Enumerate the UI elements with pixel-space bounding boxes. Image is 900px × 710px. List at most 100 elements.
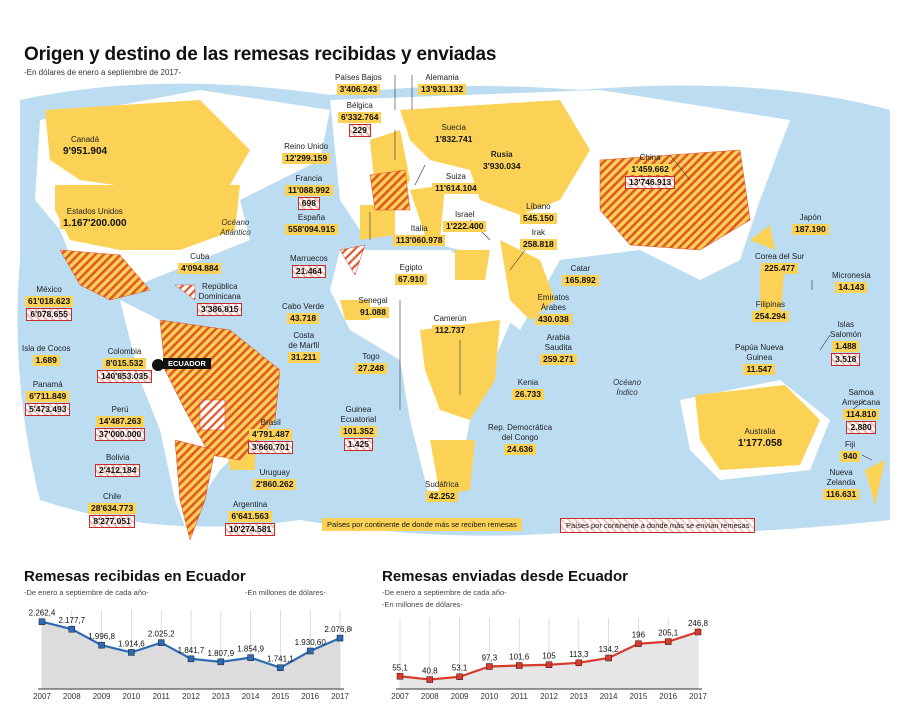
country-rusia: Rusia 3'930.034 (480, 150, 524, 172)
country-cocos: Isla de Cocos 1.689 (22, 344, 71, 366)
received-data-label: 1.841,7 (178, 646, 205, 655)
sent-tick-label: 2017 (689, 692, 707, 701)
received-point (128, 649, 135, 656)
country-emiratos: Emiratos Árabes 430.038 (535, 293, 572, 325)
sent-tick-label: 2012 (540, 692, 558, 701)
country-irak: Irak 258.818 (520, 228, 557, 250)
leader-lines (369, 75, 873, 461)
chart-received: 2.262,4 2007 2.177,7 2008 1.996,8 2009 1.914,6… (29, 609, 352, 701)
country-suiza: Suiza 11'614.104 (432, 172, 480, 194)
country-australia: Australia 1'177.058 (735, 427, 786, 449)
country-guinea: Guinea Ecuatorial 101.352 1.425 (340, 405, 377, 451)
received-point (187, 655, 195, 663)
sent-tick-label: 2015 (630, 692, 648, 701)
country-filipinas: Filipinas 254.294 (752, 300, 789, 322)
sent-data-label: 205,1 (658, 629, 679, 638)
country-bolivia: Bolivia 2'412.184 (95, 453, 141, 477)
country-fiji: Fiji 940 (840, 440, 861, 462)
chart-received-sub1: -De enero a septiembre de cada año- (24, 588, 149, 597)
received-point (98, 641, 105, 649)
received-tick-label: 2011 (153, 692, 171, 701)
received-point (157, 639, 165, 646)
received-tick-label: 2007 (33, 692, 51, 701)
country-costa-marfil: Costa de Marfil 31.211 (288, 331, 320, 363)
chart-sent-sub2: -En millones de dólares- (382, 600, 463, 609)
country-marruecos: Marruecos 21.464 (290, 254, 328, 278)
country-colombia: Colombia 8'015.532 140'853.035 (97, 347, 152, 383)
received-tick-label: 2015 (272, 692, 290, 701)
received-point (247, 654, 254, 661)
country-togo: Togo 27.248 (355, 352, 387, 374)
country-cuba: Cuba 4'094.884 (178, 252, 222, 274)
received-tick-label: 2008 (63, 692, 81, 701)
sent-data-label: 55,1 (392, 663, 408, 672)
country-alemania: Alemania 13'931.132 (418, 73, 467, 95)
country-libano: Líbano 545.150 (520, 202, 557, 224)
ocean-label-atlantic: Océano Atlántico (220, 218, 251, 237)
country-israel: Israel 1'222.400 (443, 210, 487, 232)
country-kenia: Kenia 26.733 (512, 378, 544, 400)
chart-received-sub2: -En millones de dólares- (245, 588, 326, 597)
country-sudafrica: Sudáfrica 42.252 (425, 480, 459, 502)
sent-tick-label: 2008 (421, 692, 439, 701)
sent-point (456, 673, 463, 680)
page-title: Origen y destino de las remesas recibida… (24, 44, 497, 65)
country-camerun: Camerún 112.737 (432, 314, 469, 336)
country-paises-bajos: Países Bajos 3'406.243 (335, 73, 382, 95)
legend-sent: Países por continente a donde más se env… (560, 518, 756, 533)
country-belgica: Bélgica 6'332.764 229 (338, 101, 382, 137)
sent-data-label: 97,3 (482, 654, 498, 663)
country-canada: Canadá 9'951.904 (60, 135, 111, 157)
received-point (68, 625, 76, 633)
country-corea: Corea del Sur 225.477 (755, 252, 805, 274)
page-subtitle: -En dólares de enero a septiembre de 201… (24, 68, 181, 77)
sent-point (396, 673, 404, 680)
received-tick-label: 2009 (93, 692, 111, 701)
sent-tick-label: 2014 (600, 692, 618, 701)
country-dominicana: República Dominicana 3'386.815 (197, 282, 243, 316)
sent-point (575, 659, 583, 667)
country-reino-unido: Reino Unido 12'299.159 (282, 142, 331, 164)
sent-tick-label: 2016 (659, 692, 677, 701)
country-salomon: Islas Salomón 1.488 3.518 (830, 320, 862, 366)
received-data-label: 2.177,7 (58, 616, 85, 625)
received-point (336, 634, 344, 642)
sent-point (545, 661, 553, 668)
country-mexico: México 61'018.623 6'078.655 (25, 285, 74, 321)
sent-point (426, 676, 434, 683)
country-nueva-zelanda: Nueva Zelanda 116.631 (823, 468, 860, 500)
sent-point (515, 662, 523, 669)
received-point (306, 647, 314, 655)
chart-sent-title: Remesas enviadas desde Ecuador (382, 568, 628, 585)
received-tick-label: 2014 (242, 692, 260, 701)
country-francia: Francia 11'088.992 698 (285, 174, 333, 210)
country-egipto: Egipto 67.910 (395, 263, 427, 285)
received-data-label: 2.076,80 (324, 625, 352, 634)
sent-data-label: 53,1 (452, 664, 468, 673)
chart-received-title: Remesas recibidas en Ecuador (24, 568, 246, 585)
sent-point (664, 638, 672, 645)
country-peru: Perú 14'487.263 37'000.000 (95, 405, 146, 441)
sent-tick-label: 2009 (451, 692, 469, 701)
received-point (217, 658, 225, 666)
ecuador-marker (152, 359, 164, 371)
country-china: China 1'459.662 13'746.913 (625, 153, 676, 189)
country-argentina: Argentina 6'641.563 10'274.581 (225, 500, 276, 536)
country-espana: España 558'094.915 (285, 213, 338, 235)
sent-data-label: 196 (632, 631, 646, 640)
country-catar: Catar 165.892 (562, 264, 599, 286)
chart-sent: 55,1 2007 40,8 2008 53,1 2009 97,3 2010 101,6 201… (391, 618, 709, 701)
country-panama: Panamá 6'711.849 5'473.493 (25, 380, 71, 416)
legend-received: Países por continente de donde más se re… (322, 518, 522, 531)
country-suecia: Suecia 1'832.741 (432, 123, 476, 145)
received-data-label: 1.914,6 (118, 639, 145, 648)
country-rdc: Rep. Democrática del Congo 24.636 (488, 423, 553, 455)
chart-sent-sub1: -De enero a septiembre de cada año- (382, 588, 507, 597)
received-tick-label: 2017 (331, 692, 349, 701)
country-usa: Estados Unidos 1.167'200.000 (60, 207, 130, 229)
received-data-label: 1.854,9 (237, 645, 264, 654)
received-point (277, 664, 284, 671)
sent-data-label: 246,8 (688, 619, 709, 628)
sent-tick-label: 2011 (511, 692, 529, 701)
sent-area (400, 631, 698, 689)
